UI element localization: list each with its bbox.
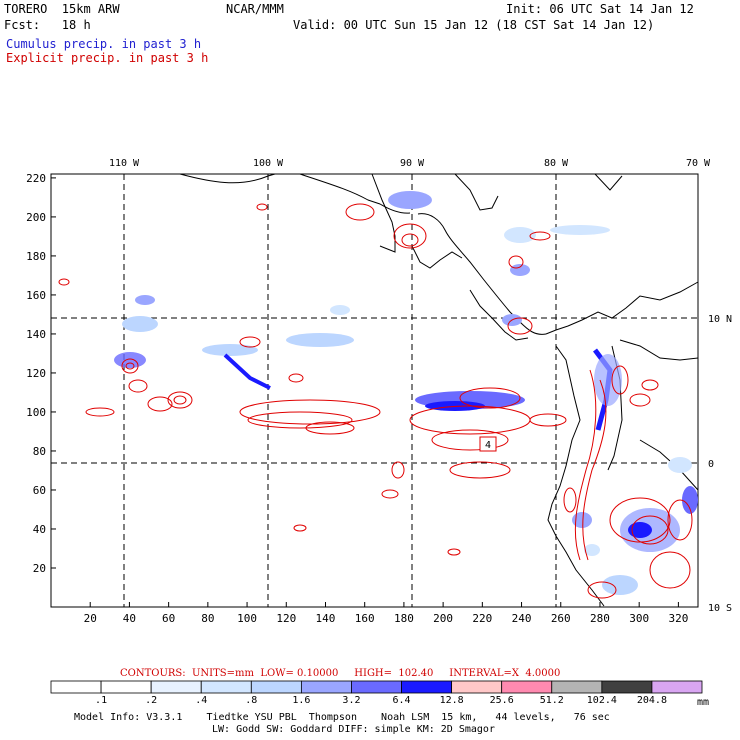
longitude-label: 90 W: [400, 158, 425, 169]
colorbar-swatch: [651, 680, 703, 694]
colorbar-unit: mm: [697, 697, 710, 708]
y-tick-label: 20: [33, 562, 46, 575]
x-tick-label: 120: [276, 612, 296, 625]
contour-marker-box: [479, 436, 497, 452]
contour-marker-label: 4: [485, 440, 491, 451]
colorbar-label: 204.8: [637, 695, 667, 706]
latitude-label: 0: [708, 459, 714, 470]
x-tick-label: 140: [316, 612, 336, 625]
latitude-label: 10 S: [708, 603, 732, 614]
colorbar-label: .8: [245, 695, 257, 706]
x-tick-label: 20: [84, 612, 97, 625]
colorbar-swatch: [150, 680, 202, 694]
x-tick-label: 240: [512, 612, 532, 625]
longitude-label: 80 W: [544, 158, 569, 169]
colorbar-label: 12.8: [440, 695, 464, 706]
x-tick-label: 280: [590, 612, 610, 625]
cumulus-precip-label: Cumulus precip. in past 3 h: [6, 37, 202, 51]
organization-label: NCAR/MMM: [226, 2, 284, 16]
x-tick-label: 320: [668, 612, 688, 625]
y-tick-label: 80: [33, 445, 46, 458]
init-time: Init: 06 UTC Sat 14 Jan 12: [506, 2, 694, 16]
x-tick-label: 220: [472, 612, 492, 625]
colorbar-label: 102.4: [587, 695, 617, 706]
colorbar-label: 1.6: [292, 695, 310, 706]
longitude-label: 110 W: [109, 158, 140, 169]
x-tick-label: 80: [201, 612, 214, 625]
map-frame: [50, 173, 699, 608]
x-tick-label: 200: [433, 612, 453, 625]
model-info-line: Model Info: V3.3.1 Tiedtke YSU PBL Thomp…: [74, 712, 610, 723]
explicit-precip-label: Explicit precip. in past 3 h: [6, 51, 209, 65]
colorbar-swatch: [451, 680, 503, 694]
model-title: TORERO 15km ARW: [4, 2, 120, 16]
longitude-label: 100 W: [253, 158, 284, 169]
colorbar-swatch: [551, 680, 603, 694]
explicit-precip-contours: [58, 203, 693, 599]
y-tick-label: 100: [26, 406, 46, 419]
x-tick-label: 40: [123, 612, 136, 625]
x-tick-label: 260: [551, 612, 571, 625]
colorbar-label: 3.2: [342, 695, 360, 706]
colorbar-swatch: [401, 680, 453, 694]
y-tick-label: 160: [26, 289, 46, 302]
y-tick-label: 60: [33, 484, 46, 497]
coastlines: [179, 173, 699, 607]
colorbar-swatch: [250, 680, 302, 694]
colorbar-label: 25.6: [490, 695, 514, 706]
colorbar-swatch: [50, 680, 102, 694]
longitude-label: 70 W: [686, 158, 711, 169]
y-tick-label: 120: [26, 367, 46, 380]
x-tick-label: 100: [237, 612, 257, 625]
colorbar-label: 6.4: [393, 695, 411, 706]
y-tick-label: 200: [26, 211, 46, 224]
colorbar-label: .2: [145, 695, 157, 706]
x-tick-label: 180: [394, 612, 414, 625]
x-tick-label: 300: [629, 612, 649, 625]
forecast-hour: Fcst: 18 h: [4, 18, 91, 32]
colorbar-swatch: [501, 680, 553, 694]
y-tick-label: 180: [26, 250, 46, 263]
lat-lon-grid: [51, 174, 698, 607]
colorbar-swatch: [601, 680, 653, 694]
cumulus-precip-areas: [114, 191, 698, 595]
x-tick-label: 60: [162, 612, 175, 625]
latitude-label: 10 N: [708, 314, 732, 325]
colorbar-label: .1: [95, 695, 107, 706]
y-tick-label: 220: [26, 172, 46, 185]
colorbar-label: .4: [195, 695, 207, 706]
valid-time: Valid: 00 UTC Sun 15 Jan 12 (18 CST Sat …: [293, 18, 655, 32]
contours-info: CONTOURS: UNITS=mm LOW= 0.10000 HIGH= 10…: [120, 668, 561, 679]
colorbar-swatch: [100, 680, 152, 694]
y-tick-label: 40: [33, 523, 46, 536]
colorbar-swatch: [300, 680, 352, 694]
colorbar-swatch: [351, 680, 402, 694]
physics-info-line: LW: Godd SW: Goddard DIFF: simple KM: 2D…: [212, 724, 495, 735]
y-tick-label: 140: [26, 328, 46, 341]
colorbar-label: 51.2: [540, 695, 564, 706]
colorbar-swatch: [200, 680, 252, 694]
x-tick-label: 160: [355, 612, 375, 625]
